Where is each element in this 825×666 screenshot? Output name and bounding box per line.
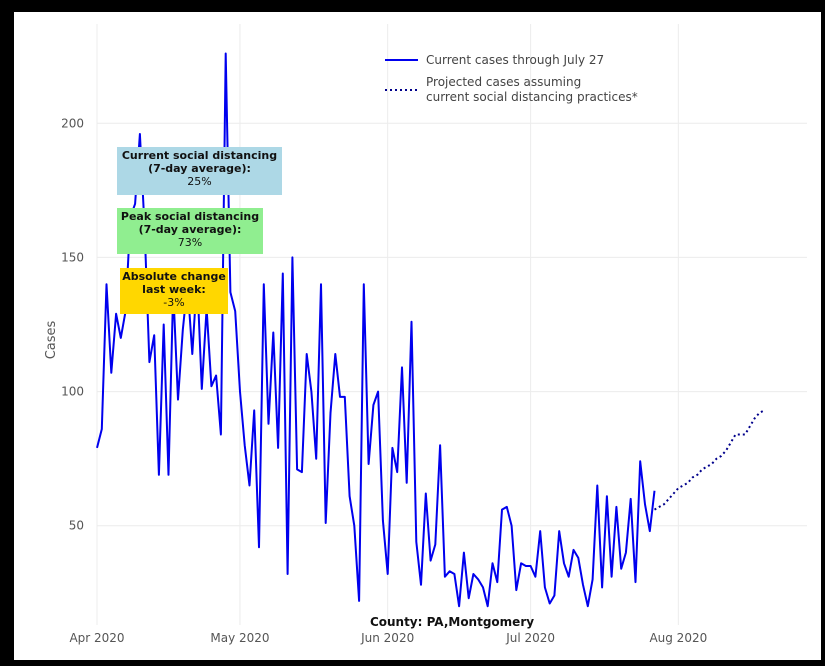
series-lines (96, 52, 765, 608)
legend[interactable]: Current cases through July 27 Projected … (385, 53, 638, 104)
y-tick-label: 150 (61, 250, 84, 264)
current-distancing-annotation: Current social distancing (7-day average… (117, 147, 282, 195)
y-tick-label: 50 (69, 519, 84, 533)
legend-label-projected-line1: Projected cases assuming (426, 75, 581, 89)
x-tick-label: Jun 2020 (360, 631, 414, 645)
y-tick-label: 200 (61, 116, 84, 130)
x-tick-label: Jul 2020 (505, 631, 555, 645)
y-tick-labels: 50 100 150 200 (61, 116, 84, 532)
current-distancing-title: Current social distancing (7-day average… (121, 149, 278, 175)
legend-label-projected: Projected cases assuming current social … (426, 75, 638, 104)
projected-cases-line[interactable] (654, 409, 765, 511)
current-distancing-value: 25% (187, 175, 212, 188)
legend-label-current: Current cases through July 27 (426, 53, 604, 67)
absolute-change-value: -3% (163, 296, 185, 309)
x-tick-label: Apr 2020 (69, 631, 124, 645)
county-footer-label: County: PA,Montgomery (370, 615, 534, 629)
legend-label-projected-line2: current social distancing practices* (426, 90, 638, 104)
current-cases-line[interactable] (96, 52, 656, 608)
chart-panel: 50 100 150 200 Apr 2020 May 2020 Jun 2020 Jul … (14, 12, 821, 660)
peak-distancing-annotation: Peak social distancing (7-day average): … (117, 208, 263, 254)
absolute-change-annotation: Absolute change last week: -3% (120, 268, 228, 314)
absolute-change-title: Absolute change last week: (122, 270, 226, 296)
x-tick-label: May 2020 (210, 631, 269, 645)
peak-distancing-title: Peak social distancing (7-day average): (120, 210, 260, 236)
x-tick-label: Aug 2020 (649, 631, 707, 645)
cases-line-chart: 50 100 150 200 Apr 2020 May 2020 Jun 2020 Jul … (44, 24, 807, 645)
x-tick-labels: Apr 2020 May 2020 Jun 2020 Jul 2020 Aug 2020 (69, 631, 707, 645)
y-axis-label: Cases (44, 320, 59, 359)
y-tick-label: 100 (61, 385, 84, 399)
peak-distancing-value: 73% (177, 236, 203, 249)
gridlines (96, 24, 807, 625)
